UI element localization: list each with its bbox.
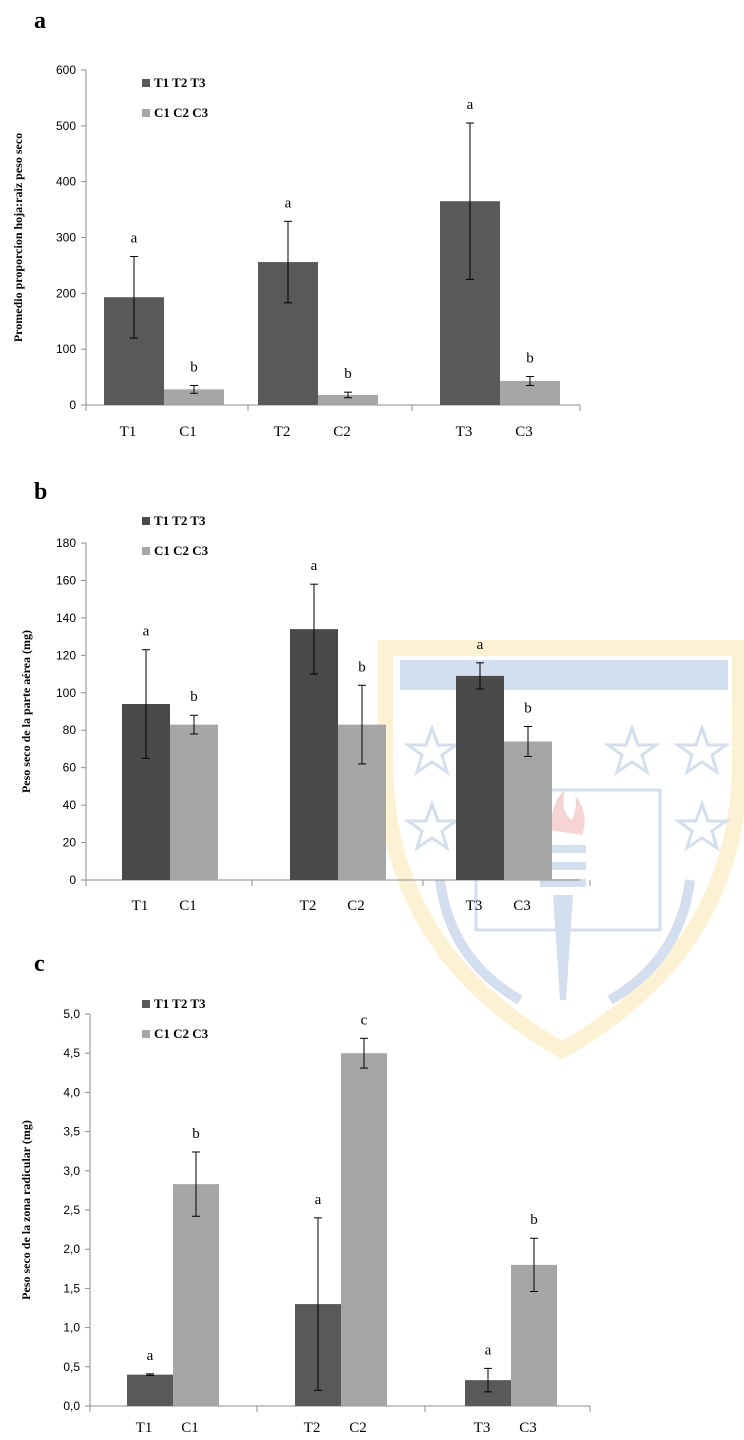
significance-label: a: [143, 624, 150, 640]
bar: [341, 1053, 387, 1406]
significance-label: a: [315, 1192, 322, 1208]
x-category-label: C3: [519, 1420, 537, 1436]
y-tick-label: 1,0: [63, 1321, 80, 1335]
y-tick-label: 4,5: [63, 1046, 80, 1060]
x-category-label: C3: [513, 898, 531, 914]
significance-label: b: [530, 1212, 538, 1228]
legend-label: C1 C2 C3: [154, 1026, 209, 1041]
significance-label: b: [190, 359, 198, 375]
y-tick-label: 40: [63, 798, 77, 812]
y-tick-label: 5,0: [63, 1007, 80, 1021]
significance-label: b: [524, 700, 532, 716]
bar: [318, 394, 378, 405]
bar: [504, 741, 552, 880]
y-tick-label: 400: [56, 175, 76, 189]
significance-label: a: [477, 637, 484, 653]
bar: [170, 724, 218, 880]
significance-label: a: [485, 1342, 492, 1358]
panel-letter: b: [34, 479, 47, 505]
x-category-label: T2: [304, 1420, 321, 1436]
x-category-label: C3: [515, 424, 533, 440]
significance-label: a: [311, 558, 318, 574]
significance-label: c: [361, 1012, 368, 1028]
y-axis-label: Promedio proporcion hoja:raiz peso seco: [11, 133, 25, 342]
y-tick-label: 0,5: [63, 1360, 80, 1374]
bar: [164, 389, 224, 405]
legend-swatch: [142, 1030, 150, 1038]
y-tick-label: 0: [69, 398, 76, 412]
y-tick-label: 3,0: [63, 1164, 80, 1178]
x-category-label: C1: [179, 898, 197, 914]
x-category-label: T1: [120, 424, 137, 440]
y-tick-label: 140: [56, 611, 76, 625]
x-category-label: C2: [347, 898, 365, 914]
significance-label: a: [285, 195, 292, 211]
x-category-label: T1: [136, 1420, 153, 1436]
x-category-label: T3: [466, 898, 483, 914]
y-tick-label: 2,5: [63, 1203, 80, 1217]
legend-swatch: [142, 547, 150, 555]
y-tick-label: 180: [56, 536, 76, 550]
x-category-label: T2: [300, 898, 317, 914]
x-category-label: C2: [333, 424, 351, 440]
x-category-label: T3: [456, 424, 473, 440]
significance-label: b: [358, 659, 366, 675]
x-category-label: C1: [181, 1420, 199, 1436]
y-tick-label: 80: [63, 723, 77, 737]
y-tick-label: 0,0: [63, 1399, 80, 1413]
y-axis-label: Peso seco de la zona radicular (mg): [19, 1120, 33, 1300]
y-axis-label: Peso seco de la parte aérea (mg): [19, 630, 33, 793]
y-tick-label: 4,0: [63, 1085, 80, 1099]
significance-label: a: [467, 97, 474, 113]
y-tick-label: 600: [56, 63, 76, 77]
y-tick-label: 1,5: [63, 1281, 80, 1295]
significance-label: b: [526, 351, 534, 367]
legend-label: C1 C2 C3: [154, 105, 209, 120]
y-tick-label: 60: [63, 761, 77, 775]
y-tick-label: 300: [56, 231, 76, 245]
legend-swatch: [142, 79, 150, 87]
significance-label: a: [147, 1348, 154, 1364]
x-category-label: C1: [179, 424, 197, 440]
y-tick-label: 500: [56, 119, 76, 133]
legend-label: T1 T2 T3: [154, 75, 206, 90]
x-category-label: T2: [274, 424, 291, 440]
significance-label: b: [344, 366, 352, 382]
y-tick-label: 160: [56, 573, 76, 587]
chart-panel-c: c 0,0 0,5 1,0 1,5 2,0 2,5 3,0 3,5 4,0 4,5 5,0 Peso s…: [19, 951, 591, 1436]
chart-panel-b: b 0 20 40 60 80 100 120 140 160 180 Peso seco de la…: [19, 479, 591, 914]
y-tick-label: 3,5: [63, 1125, 80, 1139]
bar: [127, 1374, 173, 1406]
significance-label: a: [131, 230, 138, 246]
legend-label: C1 C2 C3: [154, 543, 209, 558]
legend-swatch: [142, 109, 150, 117]
y-tick-label: 0: [69, 873, 76, 887]
x-category-label: T1: [132, 898, 149, 914]
x-category-label: T3: [474, 1420, 491, 1436]
bar: [173, 1184, 219, 1406]
y-tick-label: 2,0: [63, 1242, 80, 1256]
legend-swatch: [142, 517, 150, 525]
y-tick-label: 100: [56, 686, 76, 700]
panel-letter: c: [34, 951, 45, 977]
significance-label: b: [192, 1126, 200, 1142]
bar: [456, 675, 504, 880]
y-tick-label: 20: [63, 836, 77, 850]
legend-label: T1 T2 T3: [154, 996, 206, 1011]
legend-swatch: [142, 1000, 150, 1008]
y-tick-label: 100: [56, 342, 76, 356]
y-tick-label: 200: [56, 286, 76, 300]
significance-label: b: [190, 689, 198, 705]
legend-label: T1 T2 T3: [154, 513, 206, 528]
y-tick-label: 120: [56, 648, 76, 662]
panel-letter: a: [34, 8, 46, 34]
chart-panel-a: a 0 100 200 300 400 500 600 Promedio proporcion …: [11, 8, 581, 440]
x-category-label: C2: [349, 1420, 367, 1436]
